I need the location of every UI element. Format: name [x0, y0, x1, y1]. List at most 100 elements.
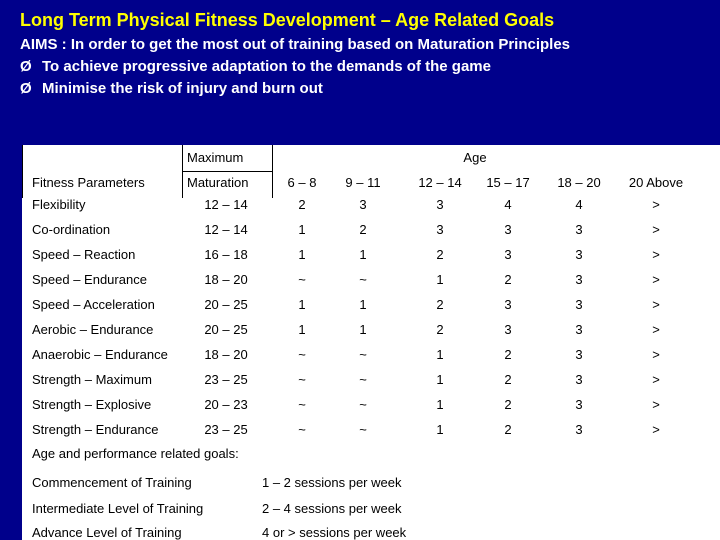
bullet-text: To achieve progressive adaptation to the…	[42, 58, 491, 75]
fitness-parameter: Speed – Endurance	[32, 272, 147, 287]
fitness-parameter: Speed – Acceleration	[32, 297, 155, 312]
maturation-age: 12 – 14	[204, 222, 248, 237]
table-divider	[182, 171, 272, 172]
age-group-value: >	[652, 372, 660, 387]
age-group-value: 3	[436, 222, 444, 237]
age-group-value: 2	[504, 272, 512, 287]
age-group-value: 1	[298, 322, 306, 337]
age-group-value: ~	[359, 372, 367, 387]
maturation-age: 20 – 25	[204, 322, 248, 337]
age-group-value: 2	[504, 397, 512, 412]
age-group-value: 1	[436, 397, 444, 412]
age-group-value: 1	[359, 297, 367, 312]
goal-label: Intermediate Level of Training	[32, 501, 204, 516]
age-group-value: 4	[504, 197, 512, 212]
age-group-value: ~	[298, 347, 306, 362]
age-group-value: >	[652, 222, 660, 237]
age-group-value: 2	[504, 422, 512, 437]
header-age-group: 9 – 11	[345, 175, 381, 190]
age-group-value: 3	[504, 247, 512, 262]
goal-label: Advance Level of Training	[32, 525, 182, 540]
age-group-value: 3	[575, 247, 583, 262]
maturation-age: 20 – 23	[204, 397, 248, 412]
age-group-value: 1	[298, 222, 306, 237]
table-divider	[22, 145, 23, 198]
age-group-value: ~	[298, 397, 306, 412]
age-group-value: 2	[298, 197, 306, 212]
age-group-value: 3	[436, 197, 444, 212]
arrow-bullet-icon: Ø	[20, 80, 32, 97]
age-group-value: ~	[359, 422, 367, 437]
maturation-age: 23 – 25	[204, 422, 248, 437]
bullet-item: Ø Minimise the risk of injury and burn ou…	[20, 80, 323, 97]
age-group-value: 3	[575, 297, 583, 312]
goals-heading: Age and performance related goals:	[32, 446, 239, 461]
fitness-parameter: Strength – Maximum	[32, 372, 152, 387]
maturation-age: 12 – 14	[204, 197, 248, 212]
age-group-value: >	[652, 397, 660, 412]
age-group-value: 3	[359, 197, 367, 212]
header-maturation: Maturation	[187, 175, 249, 190]
maturation-age: 20 – 25	[204, 297, 248, 312]
age-group-value: 1	[436, 372, 444, 387]
age-group-value: 2	[359, 222, 367, 237]
slide-title: Long Term Physical Fitness Development –…	[20, 10, 555, 30]
age-group-value: >	[652, 322, 660, 337]
age-group-value: 1	[359, 322, 367, 337]
header-age-group: 20 Above	[628, 175, 684, 190]
header-age-group: 15 – 17	[486, 175, 530, 190]
age-group-value: >	[652, 347, 660, 362]
maturation-age: 18 – 20	[204, 347, 248, 362]
age-group-value: 1	[298, 247, 306, 262]
age-group-value: ~	[359, 397, 367, 412]
age-group-value: 4	[575, 197, 583, 212]
header-fitness-parameters: Fitness Parameters	[32, 175, 145, 190]
age-group-value: 3	[575, 397, 583, 412]
age-group-value: ~	[359, 272, 367, 287]
age-group-value: 3	[504, 222, 512, 237]
age-group-value: >	[652, 247, 660, 262]
maturation-age: 18 – 20	[204, 272, 248, 287]
header-age-group: 6 – 8	[287, 175, 317, 190]
age-group-value: 1	[436, 347, 444, 362]
bullet-text: Minimise the risk of injury and burn out	[42, 80, 323, 97]
age-group-value: 2	[504, 347, 512, 362]
age-group-value: >	[652, 197, 660, 212]
age-group-value: 2	[436, 322, 444, 337]
goal-value: 1 – 2 sessions per week	[262, 475, 402, 490]
goal-value: 4 or > sessions per week	[262, 525, 407, 540]
age-group-value: 1	[298, 297, 306, 312]
fitness-table-panel: Maximum Age Fitness Parameters Maturatio…	[22, 145, 720, 540]
age-group-value: 3	[575, 222, 583, 237]
age-group-value: >	[652, 422, 660, 437]
age-group-value: ~	[298, 422, 306, 437]
maturation-age: 16 – 18	[204, 247, 248, 262]
bullet-item: Ø To achieve progressive adaptation to th…	[20, 58, 491, 75]
arrow-bullet-icon: Ø	[20, 58, 32, 75]
age-group-value: 2	[504, 372, 512, 387]
fitness-parameter: Anaerobic – Endurance	[32, 347, 168, 362]
header-maximum: Maximum	[187, 150, 244, 165]
age-group-value: 1	[436, 272, 444, 287]
fitness-parameter: Strength – Explosive	[32, 397, 152, 412]
header-age: Age	[463, 150, 487, 165]
age-group-value: 3	[575, 347, 583, 362]
aims-text: AIMS : In order to get the most out of t…	[20, 36, 571, 53]
age-group-value: >	[652, 297, 660, 312]
header-age-group: 12 – 14	[418, 175, 462, 190]
age-group-value: 1	[359, 247, 367, 262]
age-group-value: 3	[504, 322, 512, 337]
table-divider	[272, 145, 273, 198]
goal-label: Commencement of Training	[32, 475, 192, 490]
fitness-parameter: Speed – Reaction	[32, 247, 136, 262]
age-group-value: 3	[575, 272, 583, 287]
fitness-parameter: Aerobic – Endurance	[32, 322, 154, 337]
fitness-parameter: Flexibility	[32, 197, 86, 212]
age-group-value: 2	[436, 247, 444, 262]
age-group-value: 3	[575, 322, 583, 337]
header-age-group: 18 – 20	[557, 175, 601, 190]
age-group-value: ~	[298, 372, 306, 387]
age-group-value: 3	[575, 372, 583, 387]
maturation-age: 23 – 25	[204, 372, 248, 387]
age-group-value: >	[652, 272, 660, 287]
